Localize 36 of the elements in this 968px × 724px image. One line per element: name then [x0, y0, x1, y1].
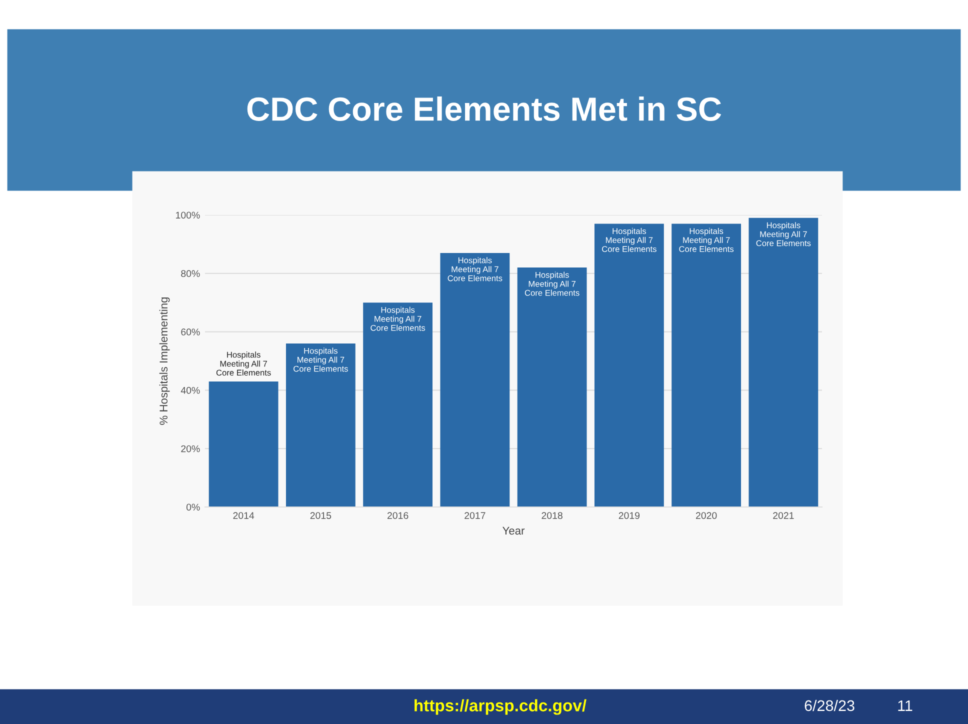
x-tick-label: 2014 — [233, 512, 254, 519]
y-tick-label: 80% — [181, 270, 200, 278]
y-tick-label: 20% — [181, 445, 200, 452]
x-tick-label: 2018 — [542, 512, 562, 519]
annotation: Hospitals Meeting All 7 Core Elements — [448, 257, 502, 282]
y-tick-label: 60% — [181, 328, 200, 336]
y-tick-label: 40% — [180, 386, 200, 394]
x-tick-label: 2017 — [464, 512, 486, 519]
annotation: Hospitals Meeting All 7 Core Elements — [524, 272, 580, 296]
annotation: Hospitals Meeting All 7 Core Elements — [216, 352, 271, 376]
annotation: Hospitals Meeting All 7 Core Elements — [679, 228, 734, 252]
y-tick-label: 100% — [176, 212, 200, 219]
annotation: Hospitals Meeting All 7 Core Elements — [602, 228, 656, 252]
annotation: Hospitals Meeting All 7 Core Elements — [756, 222, 811, 246]
y-axis-title: % Hospitals Implementing — [159, 297, 170, 425]
bar — [748, 218, 818, 507]
y-tick-label: 0% — [186, 504, 200, 511]
x-tick-label: 2021 — [773, 512, 794, 519]
x-axis-title: Year — [502, 526, 525, 535]
text: 6/28/23 — [804, 700, 854, 712]
bar — [440, 252, 510, 507]
x-tick-label: 2020 — [696, 512, 717, 519]
text: https://arpsp.cdc.gov/ — [414, 699, 586, 715]
x-tick-label: 2016 — [387, 512, 408, 519]
text: 11 — [898, 700, 912, 711]
bar — [286, 343, 356, 507]
bar — [208, 381, 278, 507]
x-tick-label: 2015 — [310, 512, 332, 519]
chart-title: CDC Core Elements Met in SC — [247, 96, 722, 121]
bar — [594, 224, 664, 507]
annotation: Hospitals Meeting All 7 Core Elements — [370, 306, 426, 331]
bar — [517, 268, 587, 507]
bar — [363, 302, 433, 507]
annotation: Hospitals Meeting All 7 Core Elements — [294, 348, 348, 372]
bar — [672, 224, 742, 507]
x-tick-label: 2019 — [618, 512, 640, 519]
